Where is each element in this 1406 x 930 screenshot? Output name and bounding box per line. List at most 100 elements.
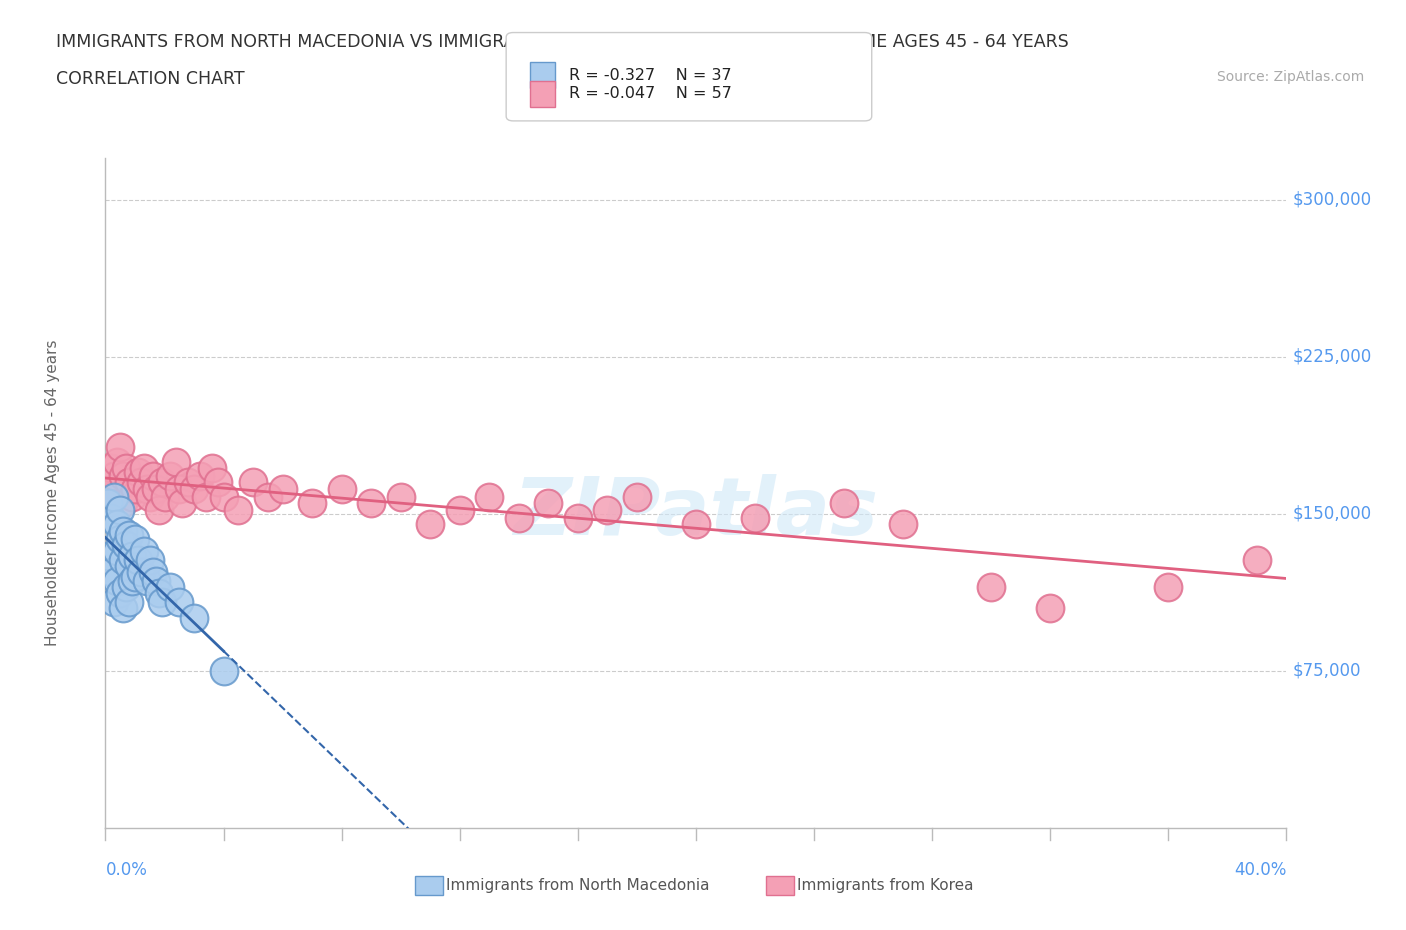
Point (124, 531, 146, 546)
Point (121, 489, 143, 504)
Point (112, 601, 135, 616)
Point (596, 502, 619, 517)
Point (121, 548, 143, 563)
Point (142, 469, 165, 484)
Point (121, 573, 143, 589)
Point (148, 586, 170, 601)
Point (105, 454, 128, 469)
Point (169, 482, 191, 497)
Point (148, 502, 170, 517)
Point (97, 496, 120, 511)
Point (127, 465, 149, 480)
Text: $75,000: $75,000 (1292, 662, 1361, 680)
Point (169, 594, 191, 609)
Point (360, 496, 382, 511)
Point (744, 511, 766, 525)
Point (142, 565, 165, 580)
Text: Source: ZipAtlas.com: Source: ZipAtlas.com (1216, 70, 1364, 84)
Text: $225,000: $225,000 (1292, 348, 1372, 365)
Point (980, 579, 1002, 594)
Point (112, 552, 135, 567)
Point (150, 594, 173, 609)
Point (194, 489, 217, 504)
Point (129, 565, 152, 580)
Point (138, 489, 160, 504)
Point (1039, 601, 1062, 616)
Point (389, 489, 412, 504)
Point (145, 482, 167, 497)
Point (135, 573, 157, 589)
Point (153, 489, 176, 504)
Point (256, 489, 278, 504)
Point (832, 496, 855, 511)
Point (129, 475, 152, 490)
Point (100, 511, 122, 525)
Point (112, 469, 135, 484)
Point (508, 511, 530, 525)
Point (118, 594, 141, 609)
Point (97, 482, 120, 497)
Point (115, 538, 138, 552)
Text: R = -0.047    N = 57: R = -0.047 N = 57 (569, 86, 733, 101)
Point (537, 496, 560, 511)
Point (188, 469, 211, 484)
Point (110, 531, 132, 546)
Point (115, 460, 138, 475)
Point (105, 544, 128, 559)
Point (201, 460, 224, 475)
Point (165, 454, 187, 469)
Point (132, 460, 155, 475)
Point (183, 611, 205, 626)
Point (100, 460, 122, 475)
Point (103, 594, 125, 609)
Point (891, 517, 914, 532)
Point (419, 517, 441, 532)
Point (449, 502, 471, 517)
Text: 40.0%: 40.0% (1234, 861, 1286, 879)
Point (159, 579, 181, 594)
Point (330, 482, 353, 497)
Text: Householder Income Ages 45 - 64 years: Householder Income Ages 45 - 64 years (45, 339, 60, 646)
Point (478, 489, 501, 504)
Point (105, 573, 128, 589)
Point (271, 482, 294, 497)
Text: $150,000: $150,000 (1292, 505, 1371, 523)
Point (118, 475, 141, 490)
Point (132, 544, 155, 559)
Point (112, 496, 135, 511)
Point (172, 496, 194, 511)
Text: Immigrants from North Macedonia: Immigrants from North Macedonia (446, 878, 709, 893)
Point (118, 559, 141, 574)
Point (97, 548, 120, 563)
Text: ZIPatlas: ZIPatlas (513, 474, 879, 552)
Point (226, 502, 250, 517)
Point (159, 469, 181, 484)
Point (138, 552, 160, 567)
Text: 0.0%: 0.0% (105, 861, 148, 879)
Point (567, 511, 589, 525)
Point (115, 579, 138, 594)
Text: CORRELATION CHART: CORRELATION CHART (56, 70, 245, 87)
Point (110, 586, 132, 601)
Point (100, 489, 122, 504)
Point (301, 496, 323, 511)
Point (177, 475, 200, 490)
Text: $300,000: $300,000 (1292, 191, 1371, 209)
Point (105, 517, 128, 532)
Point (124, 482, 146, 497)
Point (103, 489, 125, 504)
Point (207, 475, 229, 490)
Point (145, 573, 167, 589)
Text: IMMIGRANTS FROM NORTH MACEDONIA VS IMMIGRANTS FROM KOREA HOUSEHOLDER INCOME AGES: IMMIGRANTS FROM NORTH MACEDONIA VS IMMIG… (56, 33, 1069, 50)
Point (1157, 579, 1180, 594)
Point (135, 482, 157, 497)
Text: Immigrants from Korea: Immigrants from Korea (797, 878, 974, 893)
Point (124, 569, 146, 584)
Point (150, 475, 173, 490)
Point (112, 523, 135, 538)
Point (103, 469, 125, 484)
Point (212, 489, 235, 504)
Point (100, 565, 122, 580)
Point (626, 489, 648, 504)
Point (110, 502, 132, 517)
